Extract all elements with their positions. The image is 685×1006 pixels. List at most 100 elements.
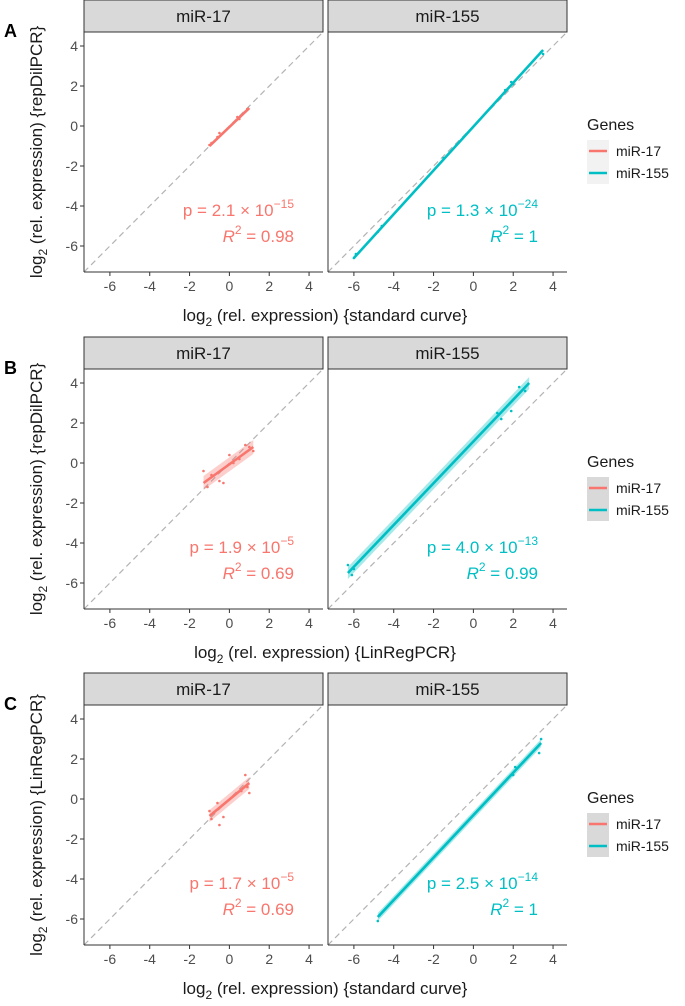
x-tick-label: -4 (143, 951, 156, 967)
legend-title: Genes (587, 454, 634, 471)
identity-line (328, 369, 567, 609)
x-axis-title: log2 (rel. expression) {LinRegPCR} (194, 643, 456, 666)
y-tick-label: -2 (66, 158, 79, 174)
x-tick-label: -6 (104, 951, 117, 967)
r-squared-value: 0.69 (261, 564, 294, 583)
data-point (537, 751, 541, 755)
x-tick-label: -2 (427, 951, 440, 967)
r-squared-value: 0.98 (261, 227, 294, 246)
identity-line (84, 705, 323, 945)
identity-line (328, 32, 567, 272)
legend-entry-label: miR-17 (616, 143, 661, 159)
data-point (251, 449, 255, 453)
panel-letter: C (4, 694, 17, 714)
p-mantissa: 1.3 (456, 201, 480, 220)
x-tick-label: -2 (427, 278, 440, 294)
facet-mir-17: miR-17 -6 -4 -2 0 2 4 p = 1.7 × 10−5 R2 = 0.69 (83, 672, 324, 967)
y-tick-label: 2 (70, 78, 78, 94)
data-point (499, 417, 503, 421)
y-tick-label: 0 (70, 118, 78, 134)
p-mantissa: 2.5 (456, 874, 480, 893)
r-squared-annotation: R2 = 1 (490, 896, 538, 919)
data-point (210, 817, 213, 821)
legend-title: Genes (587, 117, 634, 134)
x-tick-label: 4 (305, 615, 313, 631)
data-point (222, 481, 225, 485)
y-tick-label: 2 (70, 751, 78, 767)
y-tick-label: -6 (66, 238, 79, 254)
data-point (218, 131, 221, 135)
y-tick-label: 2 (70, 415, 78, 431)
y-tick-label: 0 (70, 455, 78, 471)
data-point (202, 469, 205, 473)
y-tick-label: -4 (66, 198, 79, 214)
facet-strip-label: miR-17 (176, 680, 231, 699)
x-tick-label: -2 (183, 615, 196, 631)
x-tick-label: 0 (469, 615, 477, 631)
facet-strip-label: miR-17 (176, 7, 231, 26)
x-tick-label: -2 (183, 278, 196, 294)
legend-entry-label: miR-155 (616, 165, 669, 181)
x-tick-label: -4 (387, 615, 400, 631)
p-value-annotation: p = 1.7 × 10−5 (190, 870, 295, 893)
p-exponent: −5 (280, 870, 294, 884)
x-tick-label: -4 (143, 278, 156, 294)
regression-line (376, 742, 543, 918)
facet-strip-label: miR-155 (415, 7, 479, 26)
x-tick-label: -6 (348, 615, 361, 631)
y-tick-label: 4 (70, 38, 78, 54)
x-tick-label: 4 (305, 951, 313, 967)
x-tick-label: -6 (104, 615, 117, 631)
facet-strip-label: miR-155 (415, 680, 479, 699)
data-point (218, 823, 221, 827)
x-tick-label: 2 (265, 278, 273, 294)
y-tick-label: 0 (70, 791, 78, 807)
p-exponent: −13 (518, 534, 539, 548)
p-value-annotation: p = 4.0 × 10−13 (427, 534, 538, 557)
data-point (350, 573, 354, 577)
legend-entry-label: miR-155 (616, 838, 669, 854)
regression-line (346, 382, 531, 574)
data-point (244, 443, 247, 447)
regression-line (202, 445, 255, 485)
y-tick-label: 4 (70, 375, 78, 391)
x-tick-label: -2 (427, 615, 440, 631)
r-squared-annotation: R2 = 0.69 (223, 896, 294, 919)
legend-entry-label: miR-17 (616, 816, 661, 832)
facet-strip (327, 336, 568, 370)
x-tick-label: -4 (387, 951, 400, 967)
data-point (248, 445, 251, 449)
data-point (495, 411, 499, 415)
x-tick-label: -6 (348, 951, 361, 967)
data-point (248, 791, 251, 795)
regression-line (352, 49, 545, 259)
facet-strip (327, 672, 568, 706)
x-tick-label: -4 (143, 615, 156, 631)
y-tick-label: -2 (66, 495, 79, 511)
identity-line (84, 32, 323, 272)
x-tick-label: -4 (387, 278, 400, 294)
x-tick-label: 0 (469, 278, 477, 294)
facet-strip (83, 672, 324, 706)
data-point (539, 737, 543, 741)
p-mantissa: 2.1 (212, 201, 236, 220)
panel-letter: B (4, 358, 17, 378)
y-axis-title: log2 (rel. expression) {repDilPCR} (27, 363, 50, 616)
r-squared-annotation: R2 = 1 (490, 223, 538, 246)
data-point (517, 385, 521, 389)
r-squared-annotation: R2 = 0.99 (467, 560, 538, 583)
data-point (523, 389, 527, 393)
r-squared-value: 0.69 (261, 900, 294, 919)
facet-mir-155: miR-155 -6 -4 -2 0 2 4 p = 1.3 × 10−24 R2 = 1 (327, 0, 568, 294)
x-tick-label: 2 (509, 951, 517, 967)
legend-title: Genes (587, 790, 634, 807)
y-tick-label: 4 (70, 711, 78, 727)
facet-mir-17: miR-17 -6 -4 -2 0 2 4 p = 1.9 × 10−5 R2 = 0.69 (83, 336, 324, 631)
data-point (541, 52, 545, 56)
regression-line (208, 107, 251, 147)
p-value-annotation: p = 1.3 × 10−24 (427, 197, 538, 220)
p-exponent: −5 (280, 534, 294, 548)
legend-entry-label: miR-17 (616, 480, 661, 496)
